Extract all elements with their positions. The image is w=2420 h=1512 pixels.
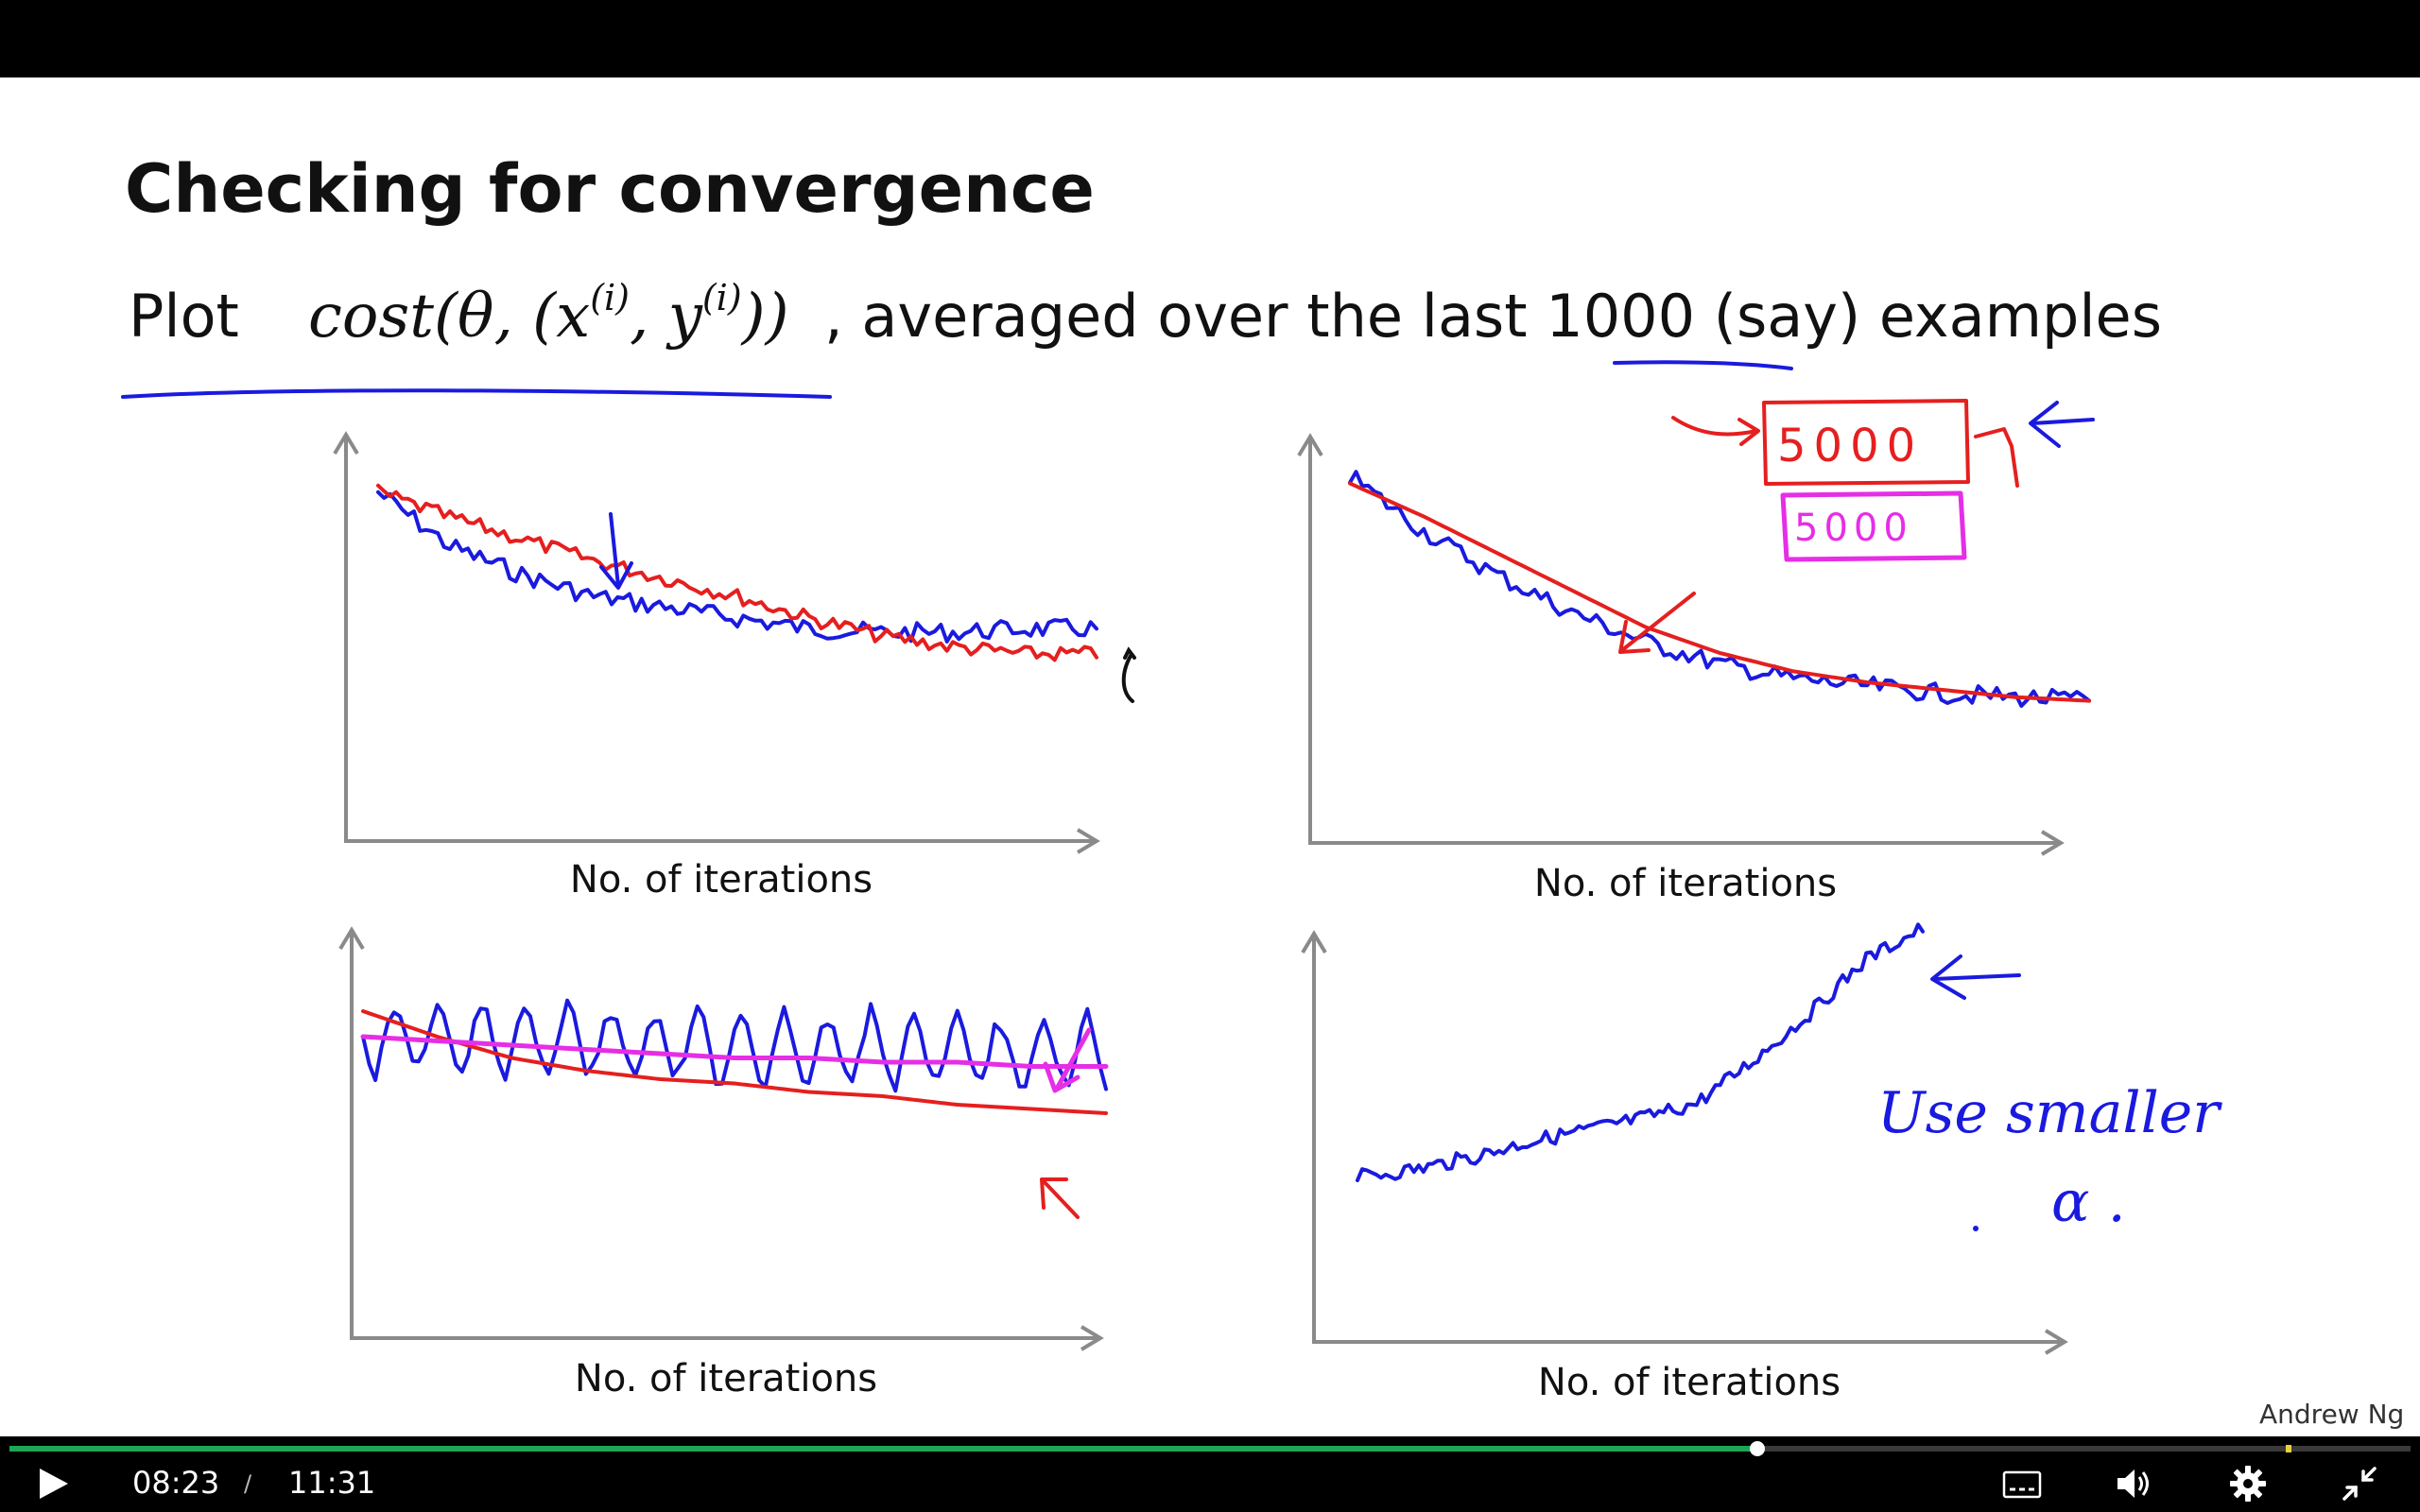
plot-axes <box>1312 934 2065 1344</box>
red-diagonal-arrow <box>1618 592 1696 654</box>
x-axis-arrowhead <box>1076 828 1100 854</box>
magenta-down-arrow <box>1043 1027 1092 1093</box>
lecture-slide: Checking for convergence Plot cost(θ, (x… <box>0 77 2420 1436</box>
x-axis-arrowhead <box>1080 1325 1104 1351</box>
formula-cost: cost(θ, (x <box>308 282 590 352</box>
series-line-0 <box>376 490 1098 644</box>
y-axis-arrowhead <box>1301 930 1327 954</box>
plot-bottom-left: No. of iterations <box>338 926 1109 1400</box>
x-axis-label: No. of iterations <box>575 1357 877 1400</box>
y-axis-arrowhead <box>1297 433 1323 457</box>
play-button[interactable] <box>34 1465 72 1503</box>
series-line-0 <box>1356 922 1925 1182</box>
y-axis-arrowhead <box>333 431 359 455</box>
red-box <box>1762 399 1970 486</box>
red-5000-note: 5000 <box>1777 420 1923 472</box>
red-up-arrow <box>1040 1177 1080 1219</box>
progress-bar-fill <box>9 1446 1757 1452</box>
current-time: 08:23 <box>132 1465 220 1501</box>
x-axis-label: No. of iterations <box>1538 1361 1841 1404</box>
y-axis-arrowhead <box>338 926 365 951</box>
total-duration: 11:31 <box>288 1465 376 1501</box>
red-left-arrow <box>1671 416 1760 446</box>
formula-sup-1: (i) <box>590 277 630 318</box>
time-separator: / <box>244 1470 252 1497</box>
plot-axes <box>344 435 1097 843</box>
formula-description: , averaged over the last 1000 (say) exam… <box>824 282 2162 351</box>
formula-underline <box>121 388 832 399</box>
magenta-5000-note: 5000 <box>1794 507 1913 550</box>
cost-formula: cost(θ, (x(i), y(i))) <box>308 277 789 352</box>
slide-title: Checking for convergence <box>125 150 1095 228</box>
video-player-controls: 08:23 / 11:31 <box>0 1436 2420 1512</box>
desc-part-1: , averaged over the last <box>824 282 1546 351</box>
series-line-1 <box>376 483 1098 662</box>
play-icon <box>40 1469 68 1499</box>
progress-bar[interactable] <box>9 1441 2411 1456</box>
plot-top-right: No. of iterations <box>1297 433 2091 905</box>
series-line-2 <box>360 1034 1109 1069</box>
formula-mid: , y <box>630 282 703 352</box>
black-tick-mark <box>1121 646 1136 703</box>
series-line-1 <box>361 1009 1108 1115</box>
desc-number: 1000 <box>1546 282 1695 351</box>
volume-icon <box>2118 1469 2149 1498</box>
slide-canvas: Checking for convergence Plot cost(θ, (x… <box>121 150 2404 1430</box>
plot-bottom-right: No. of iterations <box>1301 922 2068 1404</box>
number-underline <box>1613 360 1793 370</box>
series-line-0 <box>1348 470 2091 708</box>
captions-button[interactable] <box>2002 1470 2042 1499</box>
blue-pointer-arrow <box>1930 954 2021 1000</box>
plot-axes <box>1308 437 2061 845</box>
exit-fullscreen-icon <box>2342 1467 2377 1501</box>
plot-word: Plot <box>129 282 239 351</box>
series-line-0 <box>361 998 1108 1093</box>
formula-sup-2: (i) <box>702 277 742 318</box>
red-right-hook <box>1974 427 2019 488</box>
plot-axes <box>350 930 1100 1340</box>
series-line-1 <box>1348 481 2091 703</box>
settings-button[interactable] <box>2229 1465 2267 1503</box>
magenta-box <box>1780 490 1967 562</box>
alpha-note: α . <box>2051 1169 2126 1235</box>
top-letterbox <box>0 0 2420 77</box>
exit-fullscreen-button[interactable] <box>2341 1465 2378 1503</box>
blue-left-arrow <box>2029 401 2095 448</box>
progress-scrubber-handle[interactable] <box>1749 1441 1765 1456</box>
captions-icon <box>2002 1470 2042 1499</box>
x-axis-label: No. of iterations <box>570 858 873 902</box>
chapter-marker <box>2285 1445 2291 1452</box>
volume-button[interactable] <box>2116 1467 2153 1501</box>
plot-top-left: No. of iterations <box>333 431 1100 902</box>
settings-gear-icon <box>2230 1466 2266 1502</box>
formula-end: )) <box>740 282 789 352</box>
x-axis-arrowhead <box>2044 1329 2068 1355</box>
desc-part-2: (say) examples <box>1695 282 2162 351</box>
ink-dot <box>1973 1226 1979 1231</box>
x-axis-label: No. of iterations <box>1534 862 1837 905</box>
author-credit: Andrew Ng <box>2259 1399 2404 1430</box>
use-smaller-note: Use smaller <box>1877 1080 2222 1146</box>
blue-down-arrow <box>599 512 633 590</box>
x-axis-arrowhead <box>2040 830 2065 856</box>
